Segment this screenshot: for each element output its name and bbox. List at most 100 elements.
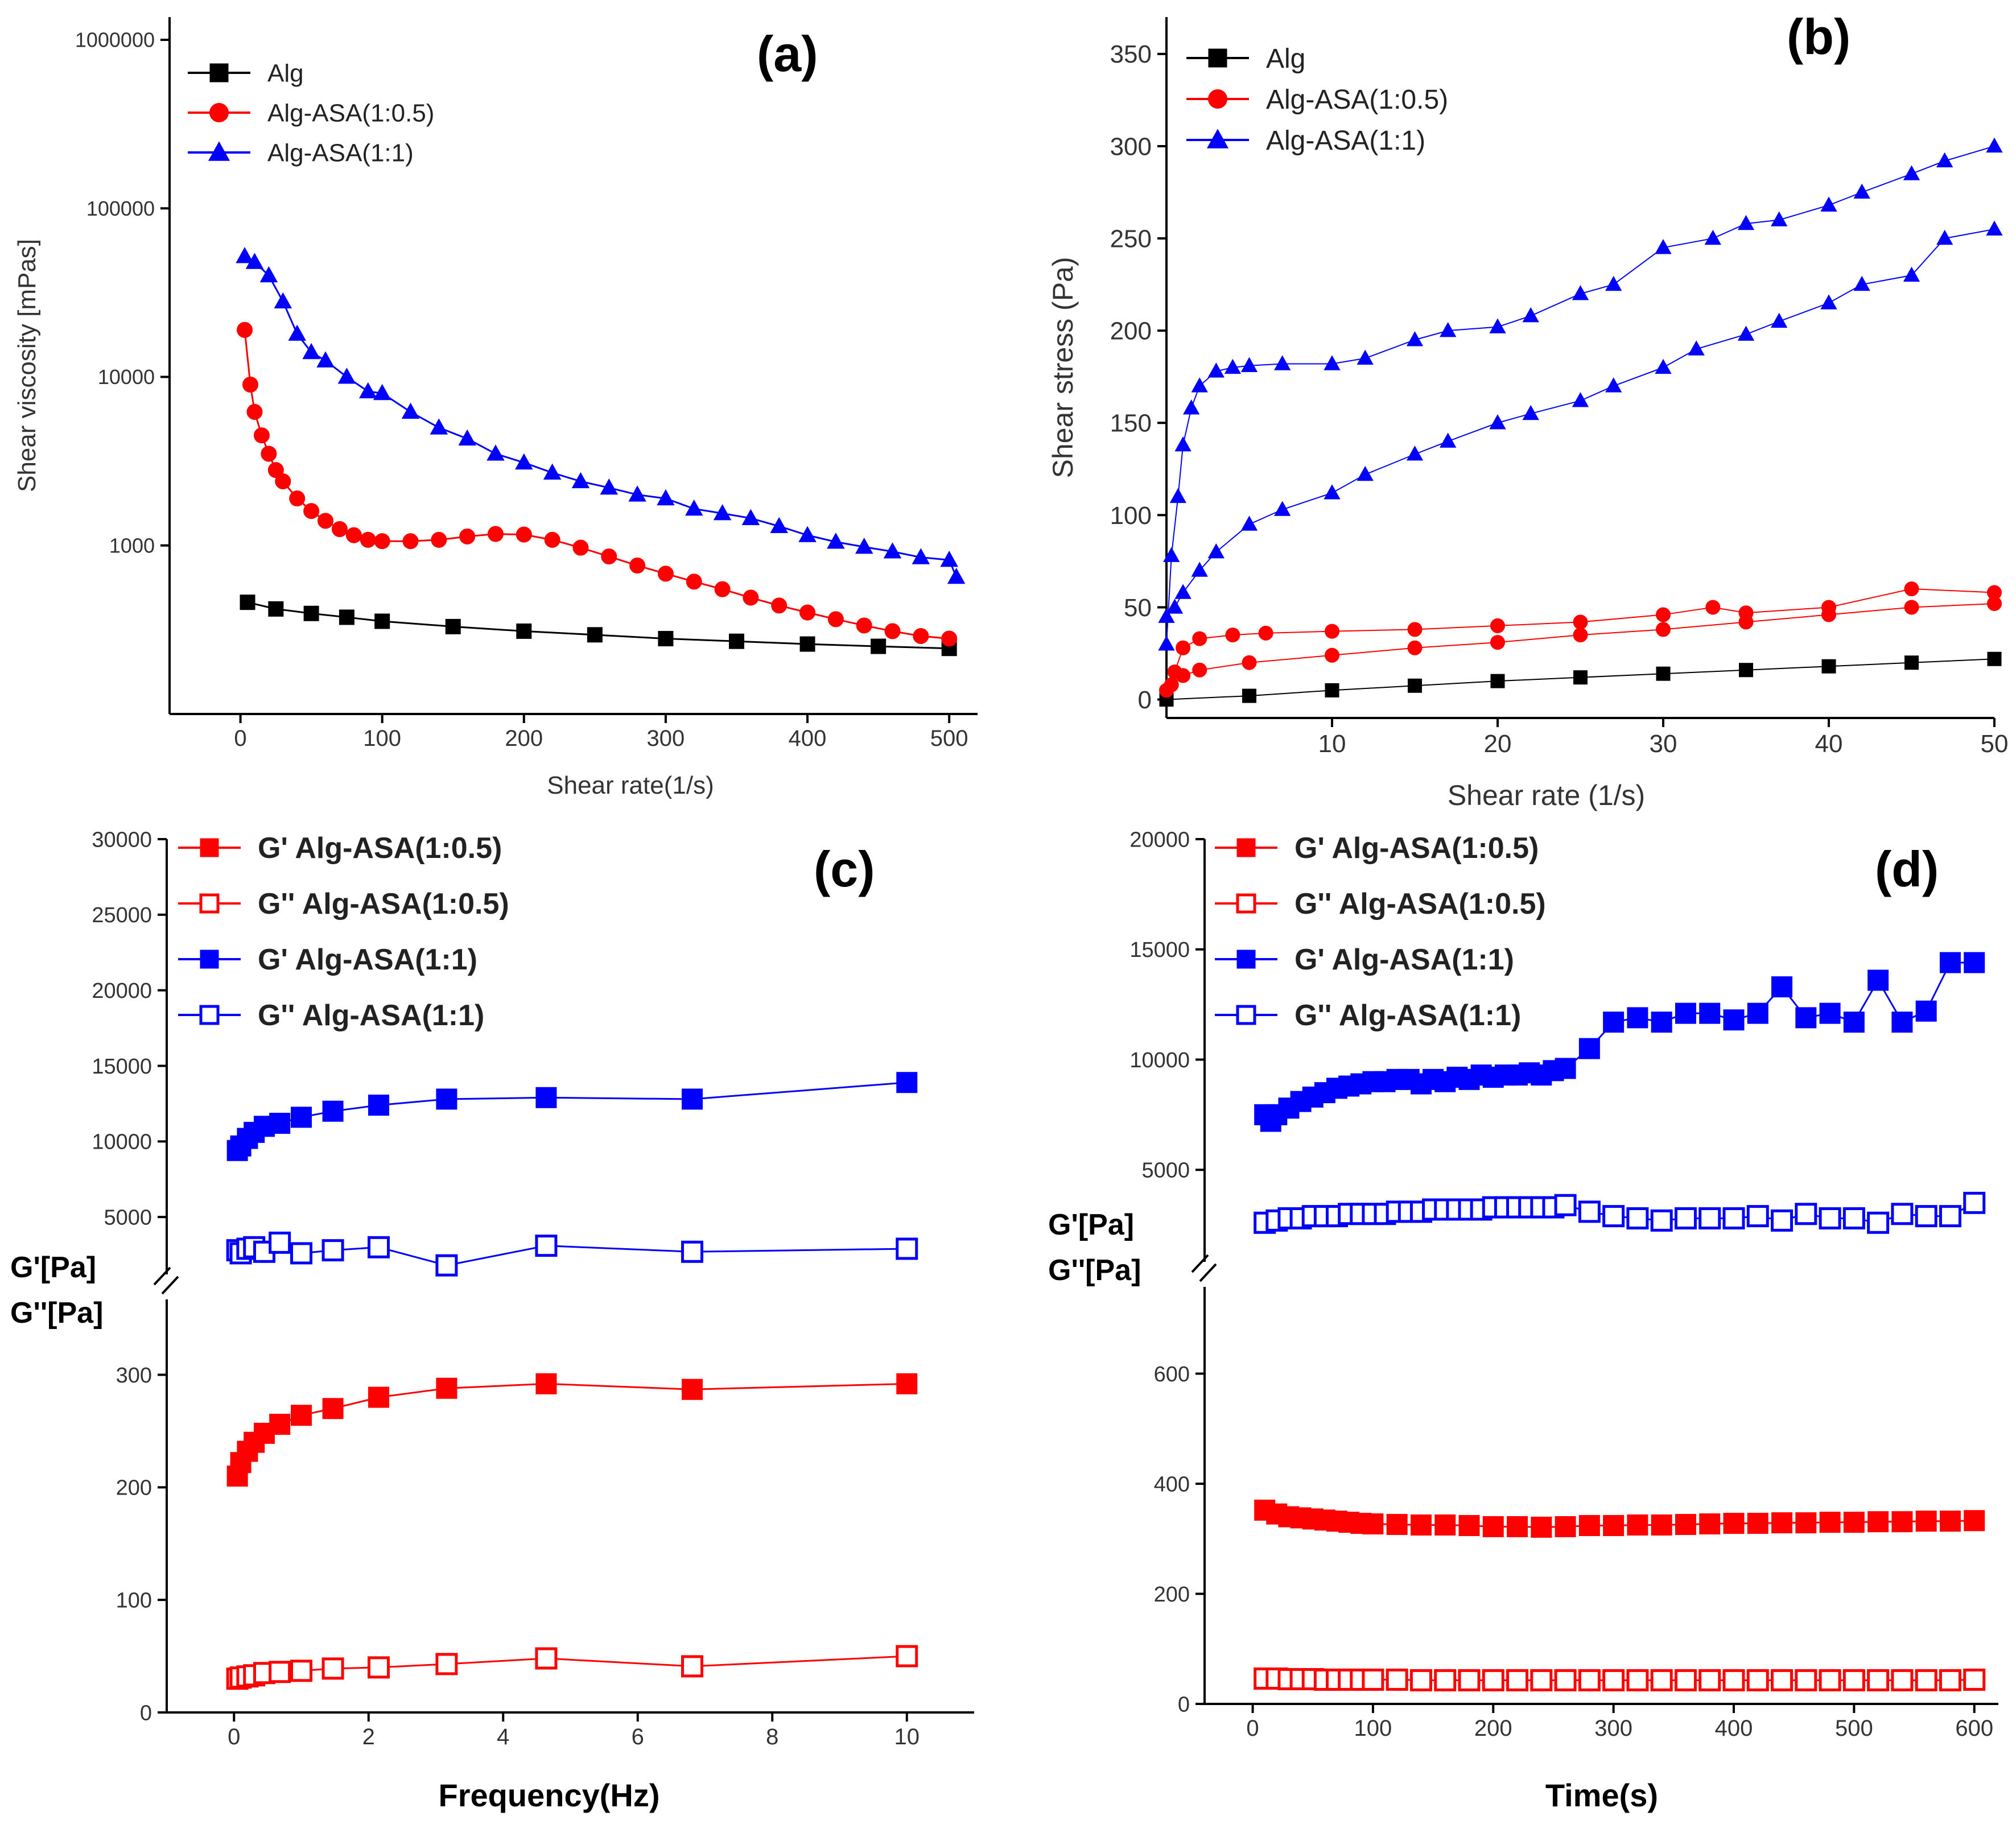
x-axis-label: Frequency(Hz) — [439, 1777, 660, 1813]
data-point — [1771, 312, 1788, 328]
series-line — [1166, 588, 1995, 691]
legend-marker — [1206, 129, 1229, 148]
data-point — [487, 526, 504, 542]
legend-entry: Alg-ASA(1:0.5) — [188, 99, 434, 127]
data-point — [1867, 969, 1889, 991]
data-point — [1746, 1205, 1769, 1228]
x-tick-label: 200 — [505, 726, 543, 751]
data-point — [947, 567, 966, 584]
data-point — [1554, 1669, 1577, 1691]
y-tick-label: 100 — [116, 1588, 152, 1612]
data-point — [1819, 1669, 1841, 1691]
y-tick-label: 200 — [116, 1476, 152, 1500]
data-point — [1191, 377, 1208, 393]
y-tick-label: 100 — [1110, 502, 1152, 530]
legend-marker — [1208, 89, 1227, 109]
chart-panel-b: 10 20 30 40 50 0 50 100 150 200 250 300 350 Shear str… — [1047, 9, 2008, 811]
series-alg-asa-1-1-up — [1158, 137, 2003, 651]
legend-entry: Alg — [188, 59, 304, 87]
data-point — [1746, 1669, 1769, 1691]
data-point — [1986, 220, 2003, 236]
data-point — [516, 623, 532, 639]
data-point — [268, 601, 284, 617]
data-point — [771, 597, 788, 614]
data-point — [331, 521, 348, 538]
data-point — [303, 503, 320, 519]
y-tick-label: 300 — [1110, 133, 1152, 160]
data-point — [1903, 266, 1920, 282]
data-point — [1915, 1000, 1937, 1022]
data-point — [1699, 1002, 1721, 1024]
data-point — [913, 628, 929, 645]
data-point — [1274, 501, 1291, 516]
data-point — [337, 368, 356, 384]
x-tick-label: 0 — [228, 1724, 240, 1749]
y-axis-label: Shear stress (Pa) — [1047, 257, 1079, 478]
data-point — [275, 473, 291, 490]
x-tick-label: 500 — [930, 726, 968, 751]
series-line — [236, 1382, 907, 1476]
data-point — [1904, 581, 1919, 597]
data-point — [1904, 600, 1919, 615]
data-point — [1963, 1191, 1986, 1214]
data-point — [436, 1088, 457, 1110]
data-point — [1325, 624, 1339, 639]
data-point — [236, 247, 254, 263]
data-point — [896, 1645, 918, 1667]
chart-panel-c: 0 2 4 6 8 10 5000 10000 15000 20000 25000 30000 0 100… — [10, 828, 974, 1813]
data-point — [572, 539, 589, 556]
series-g-alg-asa-1-0-5- — [226, 1645, 918, 1690]
legend-label: G' Alg-ASA(1:0.5) — [258, 832, 502, 865]
y-tick-label: 5000 — [104, 1206, 152, 1229]
data-point — [1192, 662, 1207, 678]
data-point — [1434, 1514, 1456, 1536]
data-point — [1555, 1058, 1576, 1079]
series-g-alg-asa-1-0-5- — [1254, 1667, 1986, 1691]
data-point — [1891, 1669, 1914, 1691]
legend-marker — [199, 893, 220, 914]
y-tick-label: 5000 — [1141, 1159, 1190, 1183]
data-point — [1506, 1669, 1529, 1691]
data-point — [1357, 349, 1374, 365]
data-point — [367, 1236, 390, 1258]
data-point — [1656, 666, 1671, 681]
legend-label: G' Alg-ASA(1:0.5) — [1294, 832, 1539, 865]
data-point — [1605, 377, 1622, 393]
data-point — [261, 445, 277, 462]
data-point — [1191, 562, 1208, 577]
x-tick-label: 600 — [1955, 1716, 1993, 1741]
legend-label: G'' Alg-ASA(1:0.5) — [258, 888, 509, 921]
data-point — [1489, 414, 1506, 430]
legend-entry: G' Alg-ASA(1:1) — [178, 943, 477, 976]
data-point — [1986, 137, 2003, 153]
data-point — [242, 377, 258, 393]
data-point — [321, 1657, 344, 1680]
x-tick-label: 2 — [362, 1724, 375, 1749]
data-point — [316, 351, 335, 368]
data-point — [360, 531, 376, 548]
y-tick-label: 250 — [1110, 225, 1152, 253]
y-tick-label: 1000000 — [75, 28, 155, 52]
data-point — [1578, 1038, 1600, 1059]
data-point — [681, 1240, 704, 1263]
data-point — [1572, 285, 1589, 300]
x-tick-label: 10 — [894, 1724, 920, 1749]
data-point — [321, 1239, 344, 1262]
y-tick-label: 20000 — [1129, 828, 1190, 852]
data-point — [1602, 1205, 1625, 1228]
data-point — [1771, 1512, 1793, 1534]
data-point — [1531, 1516, 1552, 1538]
axis-break-gap — [1188, 1262, 1222, 1287]
data-point — [1410, 1514, 1432, 1536]
legend-marker — [1236, 1005, 1256, 1025]
data-point — [1225, 628, 1240, 643]
y-tick-label: 300 — [116, 1364, 152, 1388]
data-point — [1174, 584, 1192, 599]
data-point — [1458, 1515, 1480, 1537]
y-tick-label: 10000 — [1129, 1049, 1190, 1072]
legend-entry: G'' Alg-ASA(1:0.5) — [178, 888, 509, 921]
data-point — [1408, 678, 1422, 693]
data-point — [1963, 1668, 1986, 1691]
legend-label: Alg-ASA(1:0.5) — [1266, 85, 1448, 115]
